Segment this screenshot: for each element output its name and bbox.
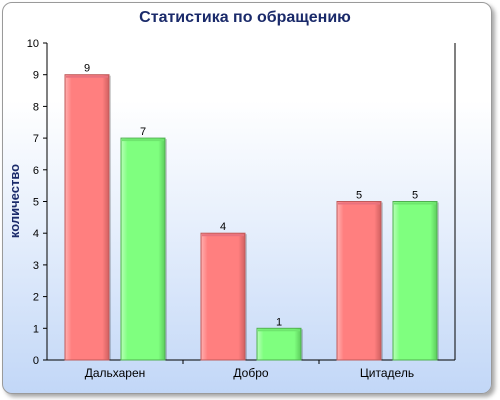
chart-title: Статистика по обращению <box>139 9 351 26</box>
bar-top-highlight <box>258 329 300 332</box>
y-axis-label: количество <box>7 164 22 238</box>
y-tick-label: 2 <box>33 292 39 304</box>
y-tick-label: 3 <box>33 260 39 272</box>
bar <box>392 201 438 361</box>
bar <box>256 327 302 361</box>
y-tick-label: 10 <box>27 38 39 50</box>
data-label: 5 <box>412 190 418 202</box>
bar <box>120 137 166 361</box>
bar <box>64 74 110 361</box>
bar-top-highlight <box>122 139 164 142</box>
bar-top-highlight <box>202 234 244 237</box>
data-label: 4 <box>220 221 226 233</box>
y-tick-label: 5 <box>33 197 39 209</box>
bar <box>200 232 246 361</box>
y-tick-label: 7 <box>33 133 39 145</box>
data-label: 7 <box>140 126 146 138</box>
y-tick-label: 8 <box>33 101 39 113</box>
x-tick-label: Цитадель <box>360 366 414 380</box>
bar-top-highlight <box>338 202 380 205</box>
y-tick-label: 4 <box>33 228 39 240</box>
data-label: 5 <box>356 190 362 202</box>
bar <box>336 201 382 361</box>
y-tick-label: 0 <box>33 355 39 367</box>
x-tick-label: Добро <box>233 366 268 380</box>
data-label: 9 <box>84 63 90 75</box>
bar-top-highlight <box>66 75 108 78</box>
y-tick-label: 6 <box>33 165 39 177</box>
y-tick-label: 9 <box>33 70 39 82</box>
y-tick-label: 1 <box>33 323 39 335</box>
x-tick-label: Дальхарен <box>85 366 146 380</box>
data-label: 1 <box>276 316 282 328</box>
plot-area: 0 1 2 3 4 5 6 7 8 9 10 Дальхарен 9 7 Добро 4 1 Цитадель 5 5 <box>27 38 456 380</box>
bar-top-highlight <box>394 202 436 205</box>
